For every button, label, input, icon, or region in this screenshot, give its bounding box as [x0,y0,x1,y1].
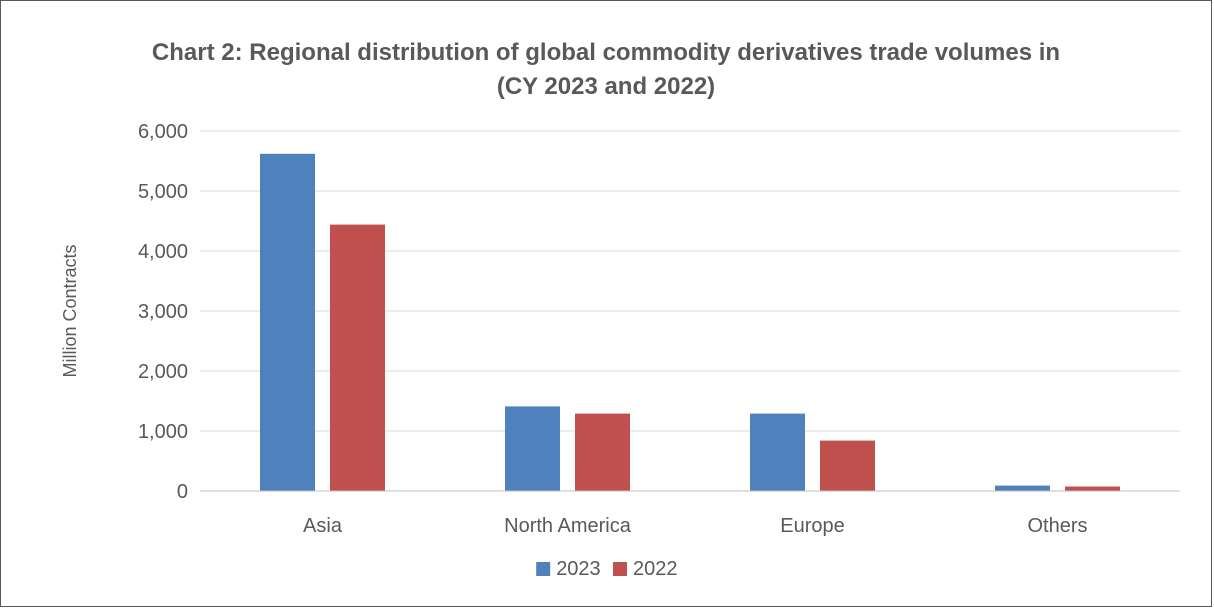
x-tick-label: Others [1027,515,1087,537]
y-tick-label: 1,000 [138,421,188,443]
y-tick-label: 3,000 [138,301,188,323]
bar-2022-north-america [575,413,630,491]
legend-swatch-2023 [536,562,551,576]
legend-label-2023: 2023 [556,558,601,580]
legend: 2023 2022 [536,558,678,580]
bar-2022-europe [820,440,875,491]
y-tick-label: 2,000 [138,361,188,383]
bar-2023-asia [260,153,315,492]
y-tick-label: 0 [177,481,188,503]
chart-title-line1: Chart 2: Regional distribution of global… [151,39,1061,66]
y-axis-title: Million Contracts [60,244,80,377]
chart-title: Chart 2: Regional distribution of global… [0,36,1212,104]
x-tick-label: North America [504,515,632,537]
y-tick-label: 6,000 [138,121,188,143]
legend-label-2022: 2022 [633,558,678,580]
bar-2022-others [1065,486,1120,491]
x-tick-label: Asia [303,515,343,537]
y-tick-label: 4,000 [138,241,188,263]
axes: 0 1,000 2,000 3,000 4,000 5,000 6,000 Asia North… [138,121,1180,537]
legend-swatch-2022 [613,562,627,576]
bar-2023-north-america [505,406,560,491]
bar-2023-europe [750,413,805,491]
chart-title-line2: (CY 2023 and 2022) [496,73,716,100]
x-tick-label: Europe [780,515,845,537]
bar-2023-others [995,485,1050,491]
bars [260,153,1120,492]
bar-2022-asia [330,224,385,491]
y-tick-label: 5,000 [138,181,188,203]
